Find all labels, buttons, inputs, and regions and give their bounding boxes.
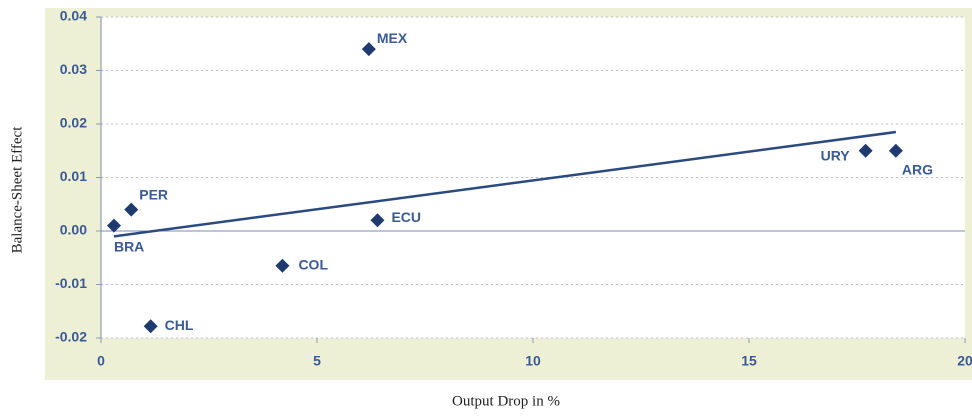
y-tick-label: 0.03 xyxy=(60,61,87,77)
point xyxy=(275,258,290,273)
y-tick-label: 0.02 xyxy=(60,115,87,131)
y-tick-label: 0.00 xyxy=(60,222,87,238)
point-label: ARG xyxy=(902,161,933,177)
x-tick-label: 0 xyxy=(97,353,105,369)
point xyxy=(143,319,158,334)
y-tick-label: -0.02 xyxy=(55,329,87,345)
point xyxy=(888,143,903,158)
x-tick-label: 10 xyxy=(525,353,541,369)
y-tick-label: -0.01 xyxy=(55,275,87,291)
point xyxy=(370,213,385,228)
x-axis-title: Output Drop in % xyxy=(452,393,560,409)
point xyxy=(361,42,376,57)
point xyxy=(124,202,139,217)
x-tick-label: 20 xyxy=(957,353,972,369)
trend-line xyxy=(113,130,897,238)
point-label: URY xyxy=(821,147,851,163)
point-label: PER xyxy=(139,186,168,202)
y-tick-label: 0.01 xyxy=(60,168,87,184)
point-label: CHL xyxy=(165,317,194,333)
point xyxy=(106,218,121,233)
x-tick-label: 5 xyxy=(313,353,321,369)
y-axis-title: Balance-Sheet Effect xyxy=(9,126,25,254)
point-label: BRA xyxy=(114,238,144,254)
point-label: ECU xyxy=(391,209,421,225)
point xyxy=(858,143,873,158)
point-label: COL xyxy=(298,256,328,272)
point-label: MEX xyxy=(377,30,408,46)
y-tick-label: 0.04 xyxy=(60,8,87,24)
x-tick-label: 15 xyxy=(741,353,757,369)
